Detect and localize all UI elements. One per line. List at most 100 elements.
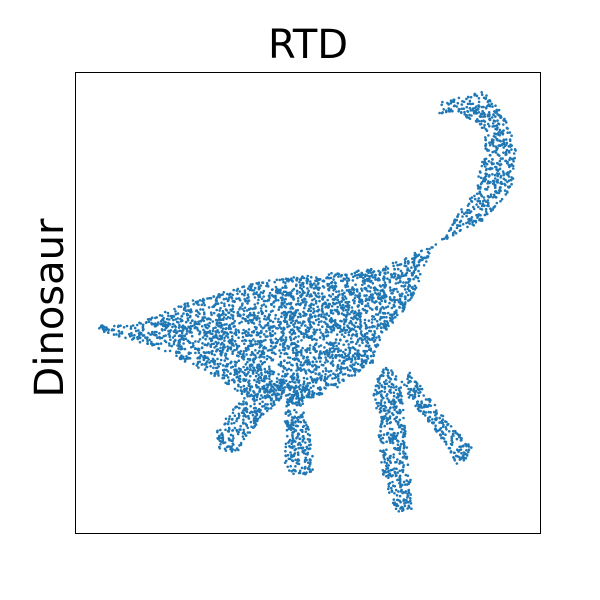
scatter-point <box>342 343 346 347</box>
scatter-point <box>236 310 240 314</box>
scatter-point <box>480 105 484 109</box>
scatter-point <box>402 447 406 450</box>
scatter-point <box>378 284 382 287</box>
scatter-point <box>231 293 234 297</box>
scatter-point <box>257 283 260 286</box>
scatter-point <box>395 467 398 471</box>
scatter-point <box>428 403 431 407</box>
scatter-point <box>375 406 378 410</box>
scatter-point <box>346 324 349 328</box>
scatter-point <box>158 332 161 335</box>
scatter-point <box>392 456 395 459</box>
scatter-point <box>265 357 269 361</box>
scatter-point <box>224 354 227 357</box>
scatter-point <box>295 345 298 349</box>
scatter-point <box>221 312 224 316</box>
scatter-point <box>380 374 383 377</box>
scatter-point <box>405 483 409 486</box>
scatter-point <box>424 398 428 401</box>
scatter-point <box>245 349 248 353</box>
scatter-point <box>349 337 353 340</box>
scatter-point <box>325 369 328 373</box>
scatter-point <box>364 279 367 283</box>
scatter-point <box>291 433 294 437</box>
scatter-point <box>153 343 156 347</box>
scatter-point <box>383 281 387 284</box>
scatter-point <box>309 320 312 324</box>
scatter-point <box>136 336 139 339</box>
scatter-point <box>285 352 289 356</box>
scatter-point <box>291 319 295 322</box>
scatter-point <box>265 284 268 288</box>
scatter-point <box>382 455 386 459</box>
scatter-point <box>223 359 227 362</box>
scatter-point <box>273 346 276 350</box>
scatter-point <box>295 396 299 399</box>
scatter-point <box>434 418 438 422</box>
scatter-point <box>280 330 284 334</box>
scatter-point <box>405 446 409 449</box>
scatter-point <box>325 317 328 321</box>
scatter-point <box>401 292 404 296</box>
scatter-point <box>480 164 484 168</box>
scatter-point <box>345 313 349 317</box>
scatter-point <box>246 372 249 376</box>
scatter-point <box>224 364 227 368</box>
scatter-point <box>455 448 459 452</box>
scatter-point <box>479 193 483 196</box>
scatter-point <box>444 433 447 437</box>
scatter-point <box>262 295 266 298</box>
scatter-point <box>239 441 243 445</box>
scatter-point <box>139 336 142 340</box>
scatter-point <box>309 275 313 279</box>
scatter-point <box>238 352 242 356</box>
scatter-point <box>283 319 287 322</box>
scatter-point <box>252 292 255 296</box>
scatter-point <box>249 374 252 378</box>
scatter-point <box>241 353 245 357</box>
scatter-point <box>284 336 288 339</box>
scatter-point <box>312 287 316 290</box>
scatter-point <box>395 434 399 437</box>
scatter-point <box>141 334 145 337</box>
scatter-point <box>464 114 468 118</box>
scatter-point <box>261 281 264 284</box>
scatter-point <box>489 209 493 213</box>
scatter-point <box>286 385 290 389</box>
scatter-point <box>299 361 303 364</box>
scatter-point <box>294 440 297 443</box>
scatter-point <box>313 309 316 313</box>
scatter-point <box>203 368 207 371</box>
scatter-point <box>314 302 318 305</box>
scatter-point <box>179 347 183 351</box>
scatter-point <box>486 185 490 189</box>
scatter-point <box>255 395 259 399</box>
scatter-point <box>327 289 331 292</box>
scatter-point <box>498 128 502 132</box>
scatter-point <box>250 289 254 292</box>
scatter-point <box>401 491 405 495</box>
scatter-point <box>380 417 384 420</box>
scatter-point <box>384 300 387 304</box>
scatter-point <box>331 284 334 288</box>
scatter-point <box>474 119 478 123</box>
scatter-point <box>267 383 270 387</box>
scatter-point <box>506 160 510 164</box>
scatter-point <box>301 399 304 403</box>
scatter-point <box>186 309 190 312</box>
scatter-point <box>325 349 329 352</box>
scatter-point <box>308 361 311 364</box>
scatter-point <box>311 468 314 471</box>
scatter-point <box>469 109 473 112</box>
chart-title: RTD <box>267 22 349 68</box>
scatter-point <box>200 346 204 349</box>
scatter-point <box>304 456 308 460</box>
scatter-point <box>328 347 332 351</box>
scatter-point <box>383 460 387 464</box>
scatter-point <box>264 346 268 350</box>
scatter-point <box>394 488 398 492</box>
scatter-point <box>282 388 286 392</box>
scatter-point <box>241 285 244 289</box>
scatter-point <box>359 318 362 322</box>
scatter-point <box>329 369 333 373</box>
